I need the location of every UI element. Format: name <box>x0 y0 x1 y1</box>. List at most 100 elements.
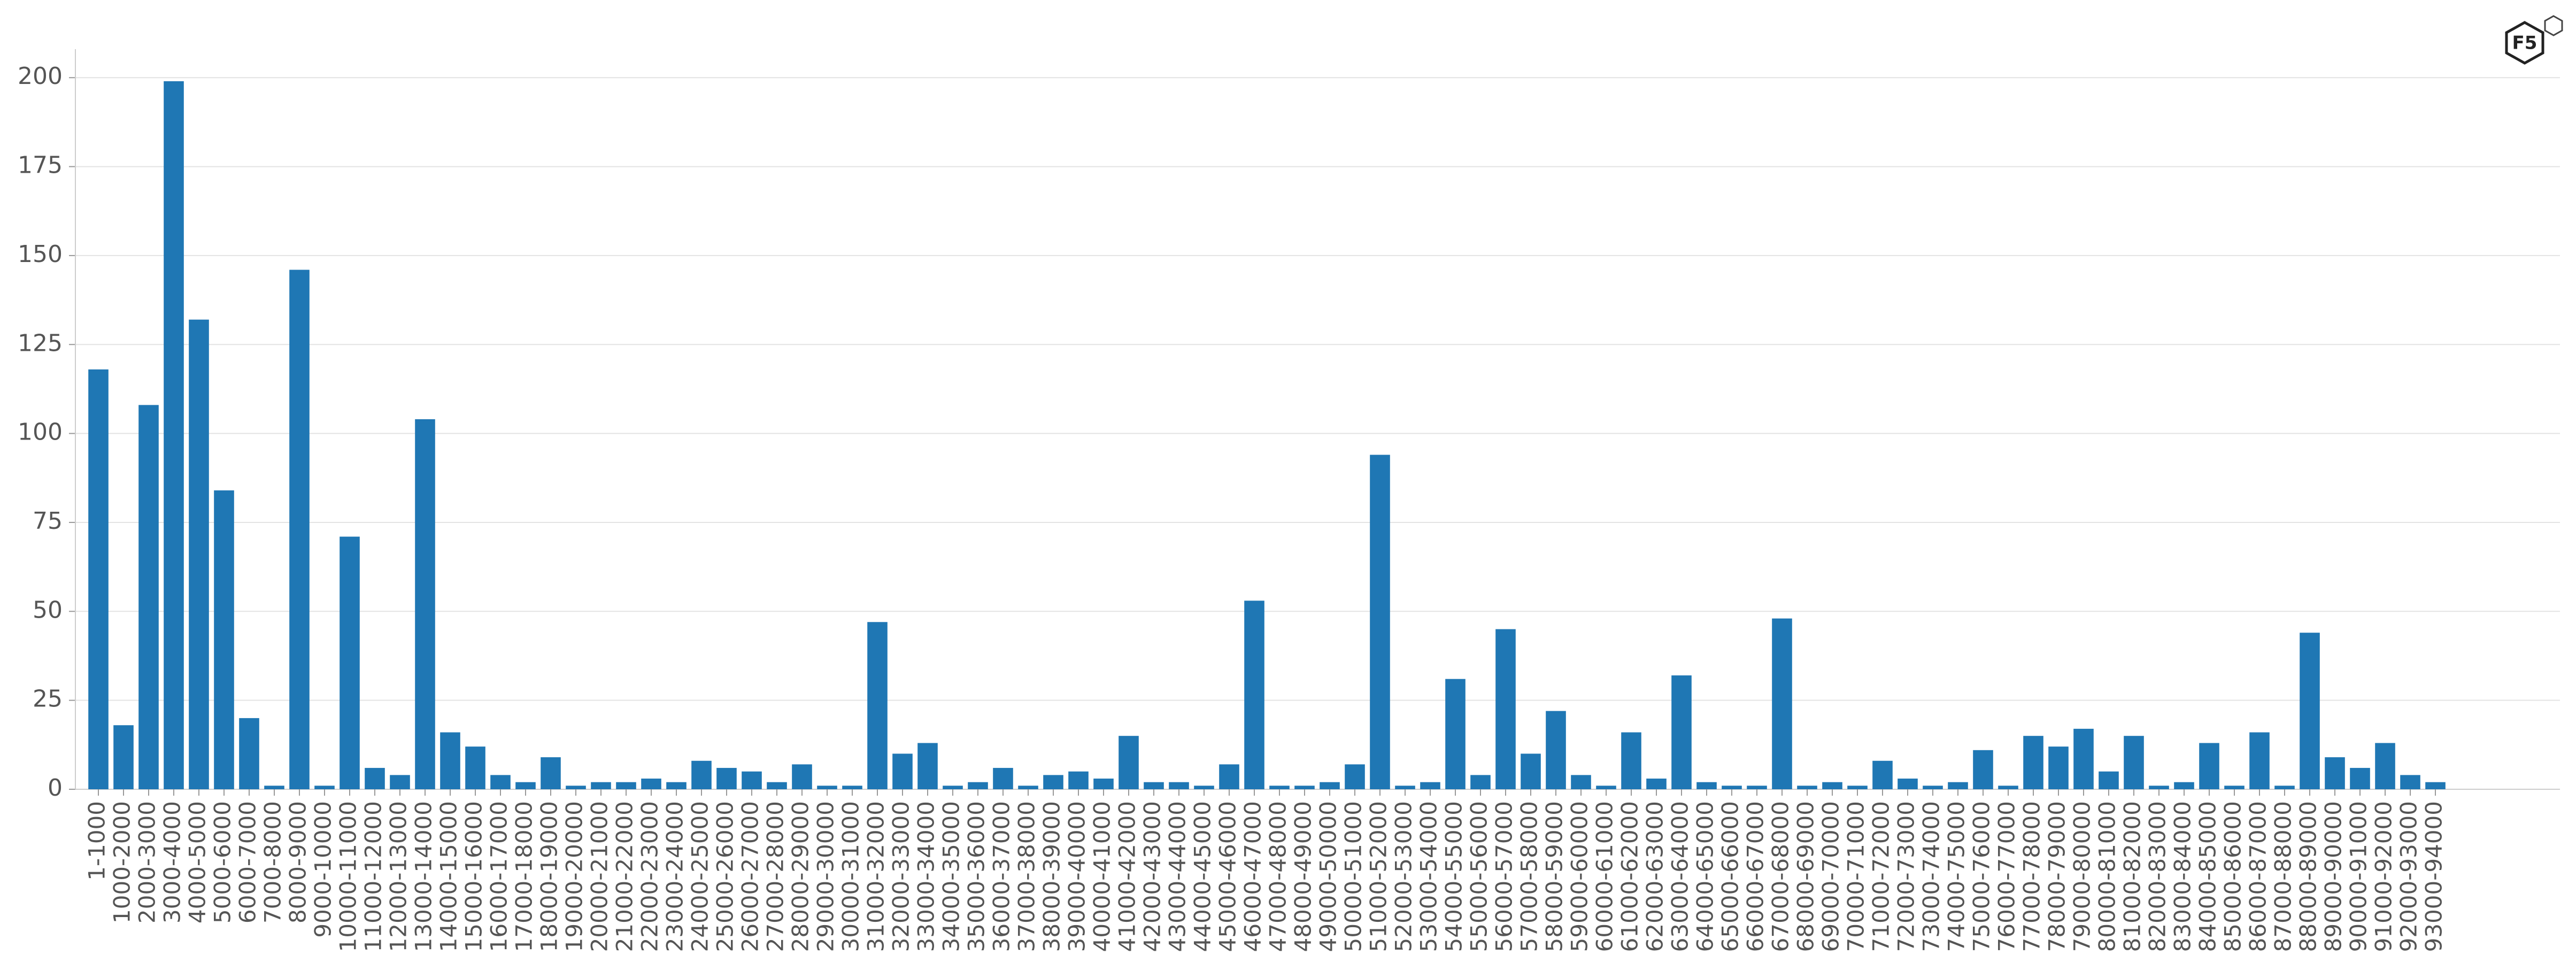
bar <box>1043 775 1063 789</box>
x-tick-label: 42000-43000 <box>1139 801 1166 952</box>
x-tick-label: 59000-60000 <box>1567 801 1593 952</box>
bar <box>189 319 209 789</box>
bar <box>2325 757 2345 789</box>
bar <box>164 81 184 789</box>
x-tick-label: 93000-94000 <box>2421 801 2447 952</box>
x-tick-label: 12000-13000 <box>385 801 412 952</box>
x-tick-label: 4000-5000 <box>184 801 211 923</box>
bar <box>1973 750 1993 789</box>
bar <box>440 732 460 789</box>
x-tick-label: 44000-45000 <box>1190 801 1216 952</box>
x-tick-label: 10000-11000 <box>335 801 361 952</box>
bar <box>2425 782 2446 789</box>
bar <box>1269 786 1290 789</box>
y-tick-label: 100 <box>18 419 63 446</box>
x-tick-label: 31000-32000 <box>863 801 889 952</box>
x-tick-label: 62000-63000 <box>1642 801 1668 952</box>
bar <box>1671 675 1692 789</box>
bar <box>1470 775 1491 789</box>
bar <box>1872 760 1893 789</box>
y-tick-label: 200 <box>18 63 63 90</box>
bar <box>465 746 485 789</box>
bar <box>1420 782 1440 789</box>
bar <box>113 725 134 789</box>
bar <box>892 753 913 789</box>
x-tick-label: 48000-49000 <box>1290 801 1316 952</box>
x-tick-label: 37000-38000 <box>1014 801 1040 952</box>
bar <box>340 536 360 789</box>
x-tick-label: 39000-40000 <box>1064 801 1090 952</box>
bar <box>1219 764 1239 789</box>
x-tick-label: 18000-19000 <box>536 801 562 952</box>
bar <box>1445 679 1466 789</box>
bar <box>2099 771 2119 789</box>
bar <box>566 786 586 789</box>
x-tick-label: 60000-61000 <box>1592 801 1618 952</box>
y-tick-label: 150 <box>18 241 63 268</box>
bar <box>1546 711 1566 789</box>
x-tick-label: 22000-23000 <box>637 801 663 952</box>
y-tick-label: 0 <box>48 774 63 802</box>
bar <box>716 768 737 789</box>
x-tick-label: 70000-71000 <box>1843 801 1869 952</box>
x-tick-label: 58000-59000 <box>1541 801 1568 952</box>
x-tick-label: 9000-10000 <box>310 801 336 938</box>
x-tick-label: 41000-42000 <box>1114 801 1140 952</box>
x-tick-label: 66000-67000 <box>1742 801 1769 952</box>
bar <box>390 775 410 789</box>
x-tick-label: 3000-4000 <box>159 801 186 923</box>
bar <box>993 768 1013 789</box>
x-tick-label: 84000-85000 <box>2195 801 2221 952</box>
bar <box>541 757 561 789</box>
bar <box>239 718 259 789</box>
bar <box>1119 736 1139 789</box>
x-tick-label: 53000-54000 <box>1416 801 1442 952</box>
bar <box>792 764 812 789</box>
x-tick-label: 83000-84000 <box>2170 801 2196 952</box>
x-tick-label: 52000-53000 <box>1391 801 1417 952</box>
bar <box>1722 786 1742 789</box>
x-tick-label: 7000-8000 <box>260 801 286 923</box>
bar <box>968 782 988 789</box>
bar <box>515 782 536 789</box>
bar <box>2048 746 2069 789</box>
x-tick-label: 20000-21000 <box>587 801 613 952</box>
bar <box>1747 786 1767 789</box>
bar <box>88 369 109 789</box>
x-tick-label: 78000-79000 <box>2044 801 2070 952</box>
x-tick-label: 26000-27000 <box>737 801 763 952</box>
bar <box>2300 633 2320 789</box>
x-tick-label: 56000-57000 <box>1491 801 1517 952</box>
x-tick-label: 73000-74000 <box>1918 801 1945 952</box>
x-tick-label: 1-1000 <box>84 801 110 881</box>
bar <box>943 786 963 789</box>
x-tick-label: 30000-31000 <box>838 801 864 952</box>
x-tick-label: 57000-58000 <box>1516 801 1542 952</box>
bar <box>1898 779 1918 789</box>
x-tick-label: 29000-30000 <box>813 801 839 952</box>
x-tick-label: 82000-83000 <box>2145 801 2171 952</box>
x-tick-label: 74000-75000 <box>1943 801 1970 952</box>
x-tick-label: 25000-26000 <box>712 801 738 952</box>
x-tick-label: 21000-22000 <box>612 801 638 952</box>
x-tick-label: 61000-62000 <box>1617 801 1643 952</box>
bar <box>1320 782 1340 789</box>
x-tick-label: 88000-89000 <box>2295 801 2322 952</box>
x-tick-label: 33000-34000 <box>913 801 939 952</box>
x-tick-label: 92000-93000 <box>2396 801 2422 952</box>
bar <box>1345 764 1365 789</box>
x-tick-label: 2000-3000 <box>134 801 160 923</box>
y-tick-label: 175 <box>18 152 63 179</box>
x-tick-label: 19000-20000 <box>561 801 588 952</box>
x-tick-label: 64000-65000 <box>1692 801 1718 952</box>
x-tick-label: 75000-76000 <box>1969 801 1995 952</box>
x-tick-label: 11000-12000 <box>360 801 387 952</box>
bar <box>1847 786 1868 789</box>
bar <box>1998 786 2018 789</box>
x-tick-label: 14000-15000 <box>436 801 462 952</box>
bar <box>1018 786 1038 789</box>
y-tick-label: 125 <box>18 329 63 357</box>
x-tick-label: 15000-16000 <box>461 801 487 952</box>
bar <box>2174 782 2194 789</box>
